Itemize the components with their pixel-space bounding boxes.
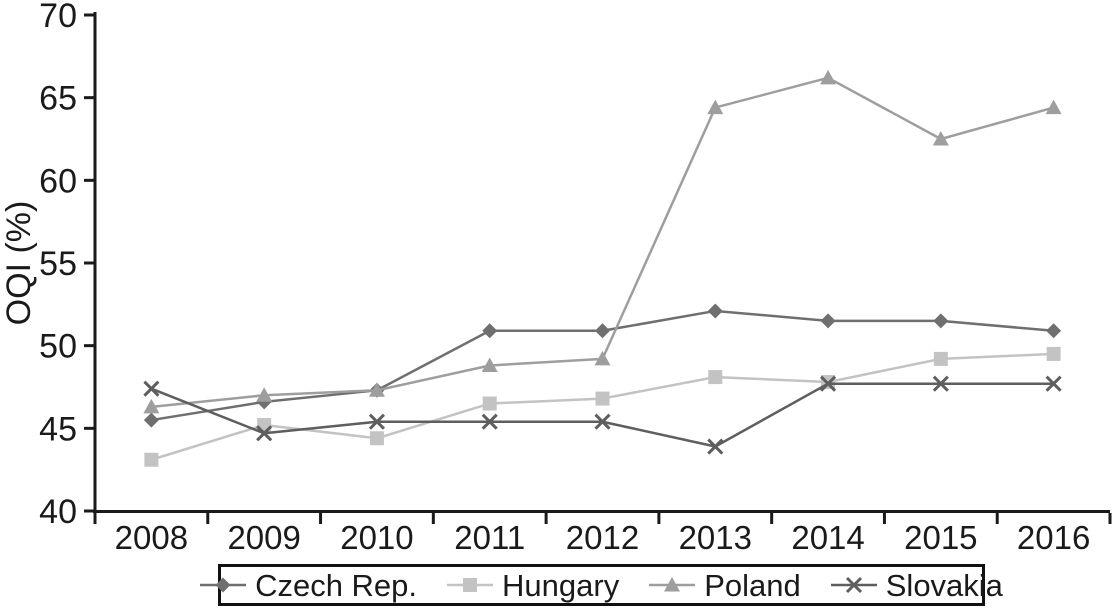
triangle-marker (256, 387, 273, 402)
y-tick-label: 70 (39, 0, 77, 35)
x-tick-label: 2012 (566, 519, 639, 556)
triangle-marker (368, 382, 385, 397)
y-tick-label: 50 (39, 328, 77, 366)
legend-label-hungary: Hungary (502, 567, 620, 603)
square-marker (482, 396, 497, 411)
x-tick-label: 2009 (227, 519, 300, 556)
square-marker (595, 391, 610, 406)
legend-item-hungary: Hungary (447, 570, 619, 601)
x-marker (819, 375, 837, 392)
x-marker (481, 413, 498, 430)
legend-item-czech-rep: Czech Rep. (200, 570, 417, 601)
square-marker (1046, 346, 1061, 361)
legend-label-czech-rep: Czech Rep. (255, 567, 418, 603)
y-tick-label: 55 (39, 245, 77, 283)
triangle-marker (1045, 99, 1062, 115)
x-marker (368, 413, 386, 430)
series-czech-rep- (143, 303, 1062, 428)
square-marker (708, 370, 723, 385)
x-marker (707, 438, 724, 455)
x-tick-label: 2014 (791, 519, 864, 556)
diamond-marker (215, 577, 231, 593)
x-marker (143, 380, 160, 397)
square-marker (933, 351, 948, 366)
triangle-marker (707, 99, 724, 115)
x-tick-label: 2010 (340, 519, 413, 556)
x-marker (845, 576, 862, 594)
x-tick-label: 2013 (679, 519, 752, 556)
legend: Czech Rep. Hungary Poland Slovakia (200, 564, 1003, 606)
triangle-marker (143, 398, 160, 414)
y-tick-label: 60 (39, 162, 77, 200)
x-marker (932, 375, 949, 392)
x-tick-label: 2011 (454, 519, 525, 556)
diamond-marker (482, 323, 498, 339)
square-marker (369, 431, 384, 446)
square-icon (447, 578, 494, 592)
legend-item-slovakia: Slovakia (830, 567, 1003, 603)
y-axis-title: OQI (%) (0, 201, 38, 326)
triangle-marker (594, 350, 611, 366)
x-marker (594, 413, 611, 430)
series-line (151, 352, 1054, 461)
triangle-marker (664, 577, 681, 592)
series-poland (143, 69, 1062, 414)
x-marker (1045, 375, 1062, 392)
triangle-icon (649, 577, 696, 592)
legend-item-poland: Poland (649, 570, 801, 601)
triangle-marker (820, 69, 837, 85)
x-tick-label: 2008 (115, 519, 188, 556)
diamond-marker (595, 323, 610, 339)
y-tick-label: 65 (39, 80, 77, 118)
square-marker (144, 452, 159, 467)
x-marker (256, 425, 273, 442)
square-marker (463, 578, 478, 592)
triangle-marker (932, 131, 949, 146)
legend-label-poland: Poland (704, 567, 801, 603)
diamond-icon (200, 577, 247, 593)
legend-label-slovakia: Slovakia (885, 567, 1003, 603)
diamond-marker (707, 303, 723, 319)
diamond-marker (933, 313, 949, 329)
x-tick-label: 2016 (1017, 519, 1090, 556)
triangle-marker (481, 357, 498, 373)
y-tick-label: 45 (39, 410, 77, 448)
y-tick-label: 40 (39, 493, 77, 531)
diamond-marker (143, 412, 159, 428)
diamond-marker (820, 313, 836, 329)
x-tick-label: 2015 (904, 519, 977, 556)
diamond-marker (1046, 323, 1062, 339)
series-slovakia (143, 375, 1062, 455)
x-icon (830, 576, 877, 594)
